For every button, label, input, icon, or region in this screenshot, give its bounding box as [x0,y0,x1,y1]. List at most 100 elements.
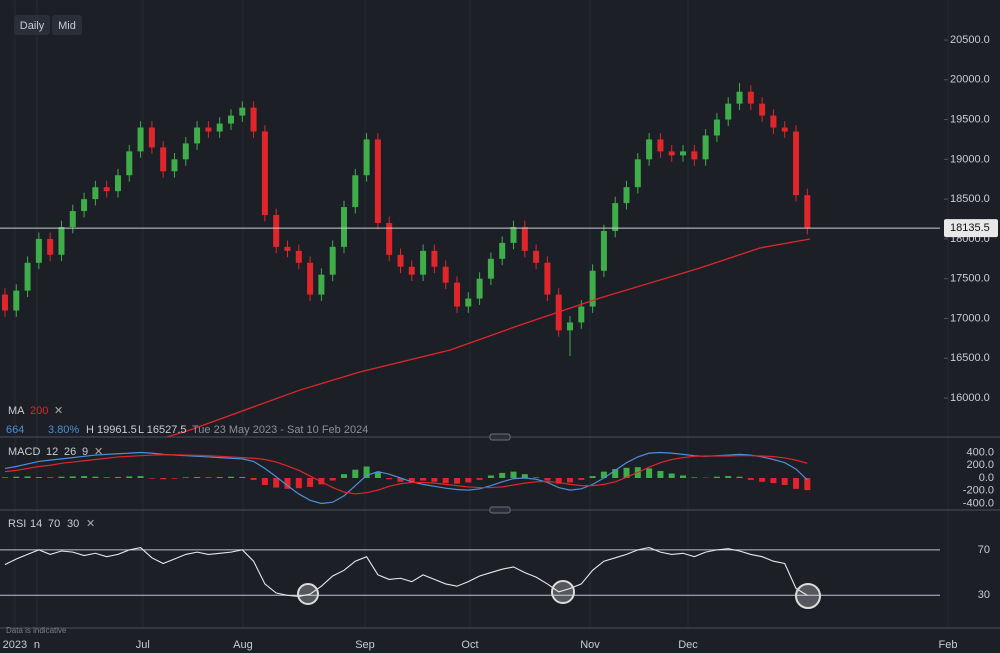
candle-body [148,127,155,148]
candle-body [216,123,223,132]
histogram-bar [431,477,438,482]
candle-body [476,278,483,299]
candle-body [668,151,675,156]
candle-body [227,115,234,124]
rsi-panel [0,547,940,597]
candle-body [725,103,732,120]
y-tick-label: 17500.0 [950,273,990,285]
resize-handle[interactable] [489,506,511,514]
candle-body [386,222,393,255]
y-tick-label: -200.0 [963,485,994,497]
histogram-bar [510,471,517,478]
histogram-bar [352,469,359,478]
candle-body [194,127,201,144]
histogram-bar [736,476,743,478]
candle-body [589,270,596,307]
ma-period: 200 [30,405,48,417]
candle-body [363,139,370,176]
x-tick-label: 2023 [3,639,27,651]
resize-handle[interactable] [489,433,511,441]
y-tick-label: 70 [978,544,990,556]
price-panel [0,82,940,437]
candle-body [273,215,280,247]
candle-body [205,127,212,132]
close-icon[interactable]: ✕ [94,446,103,458]
low: L 16527.5 [138,424,187,436]
candle-body [623,187,630,204]
histogram-bar [386,477,393,480]
rsi-line [4,547,808,597]
histogram-bar [770,477,777,484]
date-range: Tue 23 May 2023 - Sat 10 Feb 2024 [192,424,368,436]
candle-body [510,226,517,243]
y-tick-label: 16500.0 [950,352,990,364]
histogram-bar [533,477,540,478]
highlight-circle [297,583,319,605]
candle-body [261,131,268,216]
y-tick-label: 20000.0 [950,74,990,86]
histogram-bar [171,477,178,479]
histogram-bar [397,477,404,482]
histogram-bar [759,477,766,482]
histogram-bar [92,476,99,478]
close-icon[interactable]: ✕ [86,518,95,530]
candle-body [713,119,720,136]
last-price-label: 18135.5 [950,222,990,234]
y-tick-label: 19000.0 [950,153,990,165]
histogram-bar [567,477,574,483]
histogram-bar [329,477,336,481]
rsi-param: 14 [30,518,42,530]
candle-body [114,175,121,192]
histogram-bar [284,477,291,489]
change-pct: 3.80% [48,424,79,436]
candle-body [126,151,133,176]
y-tick-label: -400.0 [963,497,994,509]
histogram-bar [363,466,370,478]
y-tick-label: 17000.0 [950,312,990,324]
macd-param: 9 [82,446,88,458]
ma-label: MA [8,405,25,417]
candle-body [759,103,766,116]
highlight-circle [795,583,821,609]
y-tick-label: 18500.0 [950,193,990,205]
high: H 19961.5 [86,424,137,436]
histogram-bar [804,477,811,491]
histogram-bar [713,476,720,478]
candle-body [431,250,438,267]
histogram-bar [454,477,461,484]
candle-body [420,250,427,275]
candle-body [691,151,698,160]
x-tick-label: n [34,639,40,651]
candle-body [250,107,257,132]
histogram-bar [781,477,788,486]
rsi-param: 30 [67,518,79,530]
candle-body [781,127,788,132]
macd-label: MACD [8,446,40,458]
candle-body [533,250,540,263]
price-type-button[interactable] [52,15,82,35]
histogram-bar [747,477,754,480]
histogram-bar [114,477,121,478]
histogram-bar [646,468,653,478]
histogram-bar [340,474,347,478]
close-icon[interactable]: ✕ [54,405,63,417]
histogram-bar [47,477,54,478]
x-tick-label: Oct [461,639,478,651]
y-tick-label: 200.0 [966,459,994,471]
candle-body [239,107,246,116]
candle-body [736,91,743,104]
x-tick-label: Aug [233,639,253,651]
candle-body [35,238,42,263]
macd-line [4,451,808,505]
axes: 2023 n Jul Aug Sep Oct Nov Dec Feb [3,0,958,651]
x-tick-label: Nov [580,639,600,651]
histogram-bar [160,477,167,480]
histogram-bar [600,471,607,478]
candle-body [499,242,506,259]
histogram-bar [295,477,302,489]
candle-body [24,262,31,291]
interval-button[interactable] [14,15,50,35]
x-tick-label: Feb [939,639,958,651]
candle-body [612,203,619,231]
histogram-bar [521,474,528,478]
